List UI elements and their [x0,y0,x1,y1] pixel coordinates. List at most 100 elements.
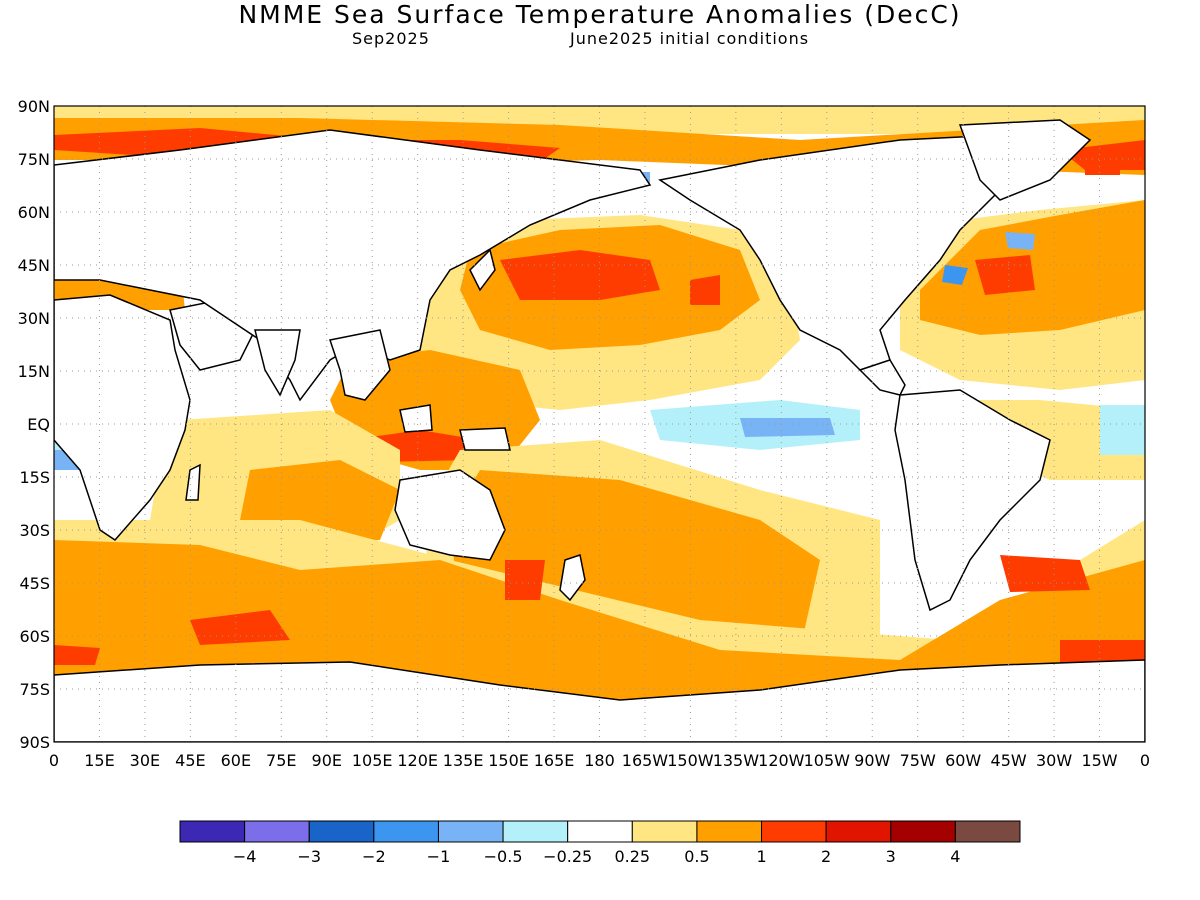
north-pacific-red-patch [690,275,720,305]
lon-tick-label: 180 [584,751,615,770]
colorbar-swatch [890,820,956,843]
colorbar-swatch [244,820,310,843]
lon-tick-label: 15E [84,751,114,770]
lon-tick-label: 75W [900,751,936,770]
lat-tick-label: EQ [27,415,50,434]
colorbar-tick-label: 2 [821,847,831,866]
labrador-red [1085,150,1120,175]
lon-tick-label: 45W [991,751,1027,770]
japan [469,248,496,292]
colorbar-swatch [179,820,246,843]
colorbar-swatch [308,820,375,843]
lat-tick-label: 15N [18,362,50,381]
greenland [958,119,1092,201]
lon-tick-label: 90E [312,751,342,770]
lon-tick-label: 120W [758,751,805,770]
forecast-month: Sep2025 [352,29,430,48]
borneo [399,404,433,433]
land-masses [54,119,1145,742]
gulf-stream-blue [942,265,968,285]
colorbar-swatch [502,820,569,843]
colorbar-tick-label: 0.5 [684,847,709,866]
lon-tick-label: 0 [49,751,59,770]
new-guinea [459,427,511,451]
lat-tick-label: 45N [18,256,50,275]
lon-tick-label: 150E [488,751,529,770]
lon-tick-label: 75E [266,751,296,770]
colorbar-swatch [437,820,504,843]
lon-tick-label: 165W [622,751,669,770]
lon-tick-label: 105W [804,751,851,770]
map-frame [53,105,1146,743]
south-atlantic-red [1000,555,1090,592]
map-plot-area [54,106,1145,742]
tasman-red [505,560,545,600]
colorbar-tick-label: −4 [233,847,257,866]
colorbar-swatch [954,820,1021,843]
lon-tick-label: 45E [175,751,205,770]
longitude-labels: 0 15E 30E 45E 60E 75E 90E 105E 120E 135E 150E 165E 1… [49,751,1150,770]
lon-tick-label: 90W [854,751,890,770]
lon-tick-label: 135E [443,751,484,770]
africa [54,294,191,541]
lon-tick-label: 135W [713,751,760,770]
lat-tick-label: 60N [18,203,50,222]
colorbar-tick-label: −3 [297,847,321,866]
colorbar-swatch [631,820,698,843]
lon-tick-label: 120E [397,751,438,770]
lon-tick-label: 0 [1140,751,1150,770]
colorbar [179,820,1021,843]
southern-ocean-red-far-west [54,645,100,665]
lat-tick-label: 30S [19,521,50,540]
colorbar-tick-label: 4 [950,847,960,866]
map-gridlines [54,106,1145,742]
lon-tick-label: 105E [352,751,393,770]
lat-tick-label: 15S [19,468,50,487]
lon-tick-label: 150W [667,751,714,770]
colorbar-swatch [567,820,633,843]
latitude-labels: 90N 75N 60N 45N 30N 15N EQ 15S 30S 45S 60S 75S 90S [18,97,50,752]
lon-tick-label: 60W [945,751,981,770]
page-title: NMME Sea Surface Temperature Anomalies (… [238,0,962,29]
benguela-cyan [1100,405,1145,455]
colorbar-tick-label: 1 [756,847,766,866]
gulf-stream-red [975,255,1035,295]
colorbar-tick-label: −1 [427,847,451,866]
lon-tick-label: 60E [221,751,251,770]
new-zealand [559,554,586,602]
colorbar-tick-label: −0.5 [484,847,523,866]
lon-tick-label: 15W [1081,751,1117,770]
colorbar-tick-label: 0.25 [614,847,650,866]
antarctica [54,659,1145,742]
lat-tick-label: 90N [18,97,50,116]
india [254,329,301,397]
lat-tick-label: 45S [19,574,50,593]
lat-tick-label: 60S [19,627,50,646]
initial-conditions: June2025 initial conditions [570,29,810,48]
colorbar-tick-label: −2 [362,847,386,866]
madagascar [185,463,201,501]
eurasia [54,129,652,402]
north-atlantic-orange [920,200,1145,335]
labrador-sea-blue [1005,232,1035,250]
south-america [894,389,1051,612]
colorbar-swatch [696,820,763,843]
lat-tick-label: 30N [18,309,50,328]
colorbar-tick-label: −0.25 [543,847,592,866]
central-america [858,359,906,396]
lon-tick-label: 30E [130,751,160,770]
australia [394,469,506,561]
colorbar-swatch [373,820,439,843]
indochina [329,329,391,401]
lon-tick-label: 30W [1036,751,1072,770]
lat-tick-label: 75N [18,150,50,169]
colorbar-tick-labels: −4 −3 −2 −1 −0.5 −0.25 0.25 0.5 1 2 3 4 [233,847,961,866]
north-pacific-red [500,250,660,300]
lat-tick-label: 90S [19,733,50,752]
eq-pacific-lightblue [740,418,835,437]
lon-tick-label: 165E [534,751,575,770]
lat-tick-label: 75S [19,680,50,699]
colorbar-tick-label: 3 [886,847,896,866]
colorbar-swatch [825,820,892,843]
